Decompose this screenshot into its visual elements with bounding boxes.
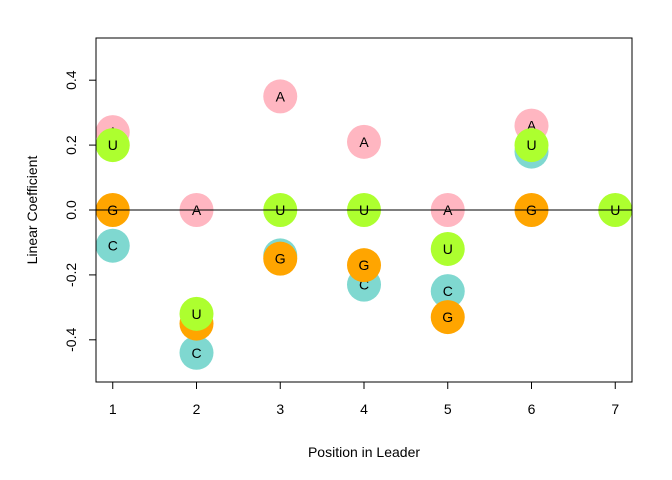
x-axis: 1 2 3 4 5 6 7 — [109, 381, 619, 417]
data-point-A-pos4: A — [347, 124, 381, 159]
data-point-C-pos1: C — [95, 228, 130, 263]
y-tick-label: -0.4 — [63, 328, 79, 352]
point-marker — [347, 248, 381, 283]
x-tick-label: 2 — [193, 401, 201, 417]
points-layer: ACGUACGUACGUACGUACGUACGUU — [95, 79, 633, 370]
data-point-G-pos4: G — [347, 248, 381, 283]
data-point-G-pos5: G — [430, 300, 465, 335]
x-tick-label: 4 — [360, 401, 368, 417]
point-marker — [179, 296, 214, 331]
point-marker — [430, 300, 465, 335]
point-label: U — [443, 241, 453, 257]
x-tick-label: 3 — [276, 401, 284, 417]
data-point-C-pos2: C — [179, 335, 214, 370]
point-label: A — [276, 88, 286, 104]
point-marker — [514, 128, 549, 163]
y-tick-label: 0.4 — [63, 70, 79, 90]
point-marker — [263, 241, 298, 276]
point-marker — [263, 79, 298, 114]
point-label: C — [359, 277, 369, 293]
y-tick-label: 0.2 — [63, 135, 79, 155]
point-label: A — [527, 118, 537, 134]
point-label: U — [191, 306, 201, 322]
point-marker — [430, 231, 465, 266]
point-marker — [179, 335, 214, 370]
y-axis-label: Linear Coefficient — [24, 156, 40, 265]
data-point-C-pos5: C — [430, 274, 465, 309]
point-label: G — [442, 309, 453, 325]
data-point-U-pos5: U — [430, 231, 465, 266]
x-tick-label: 6 — [528, 401, 536, 417]
point-label: U — [526, 137, 536, 153]
x-tick-label: 5 — [444, 401, 452, 417]
data-point-U-pos6: U — [514, 128, 549, 163]
data-point-A-pos3: A — [263, 79, 298, 114]
point-marker — [95, 228, 130, 263]
point-label: G — [275, 251, 286, 267]
point-label: C — [191, 345, 201, 361]
y-axis: -0.4 -0.2 0.0 0.2 0.4 — [63, 70, 97, 352]
point-label: U — [108, 137, 118, 153]
y-tick-label: 0.0 — [63, 200, 79, 220]
data-point-G-pos3: G — [263, 241, 298, 276]
point-marker — [430, 274, 465, 309]
point-label: G — [359, 257, 370, 273]
point-label: A — [359, 134, 369, 150]
x-tick-label: 1 — [109, 401, 117, 417]
x-tick-label: 7 — [611, 401, 619, 417]
x-axis-label: Position in Leader — [308, 444, 420, 460]
data-point-U-pos1: U — [95, 128, 130, 163]
y-tick-label: -0.2 — [63, 263, 79, 287]
point-marker — [95, 128, 130, 163]
point-label: C — [443, 283, 453, 299]
point-marker — [347, 124, 381, 159]
point-label: C — [108, 238, 118, 254]
data-point-U-pos2: U — [179, 296, 214, 331]
